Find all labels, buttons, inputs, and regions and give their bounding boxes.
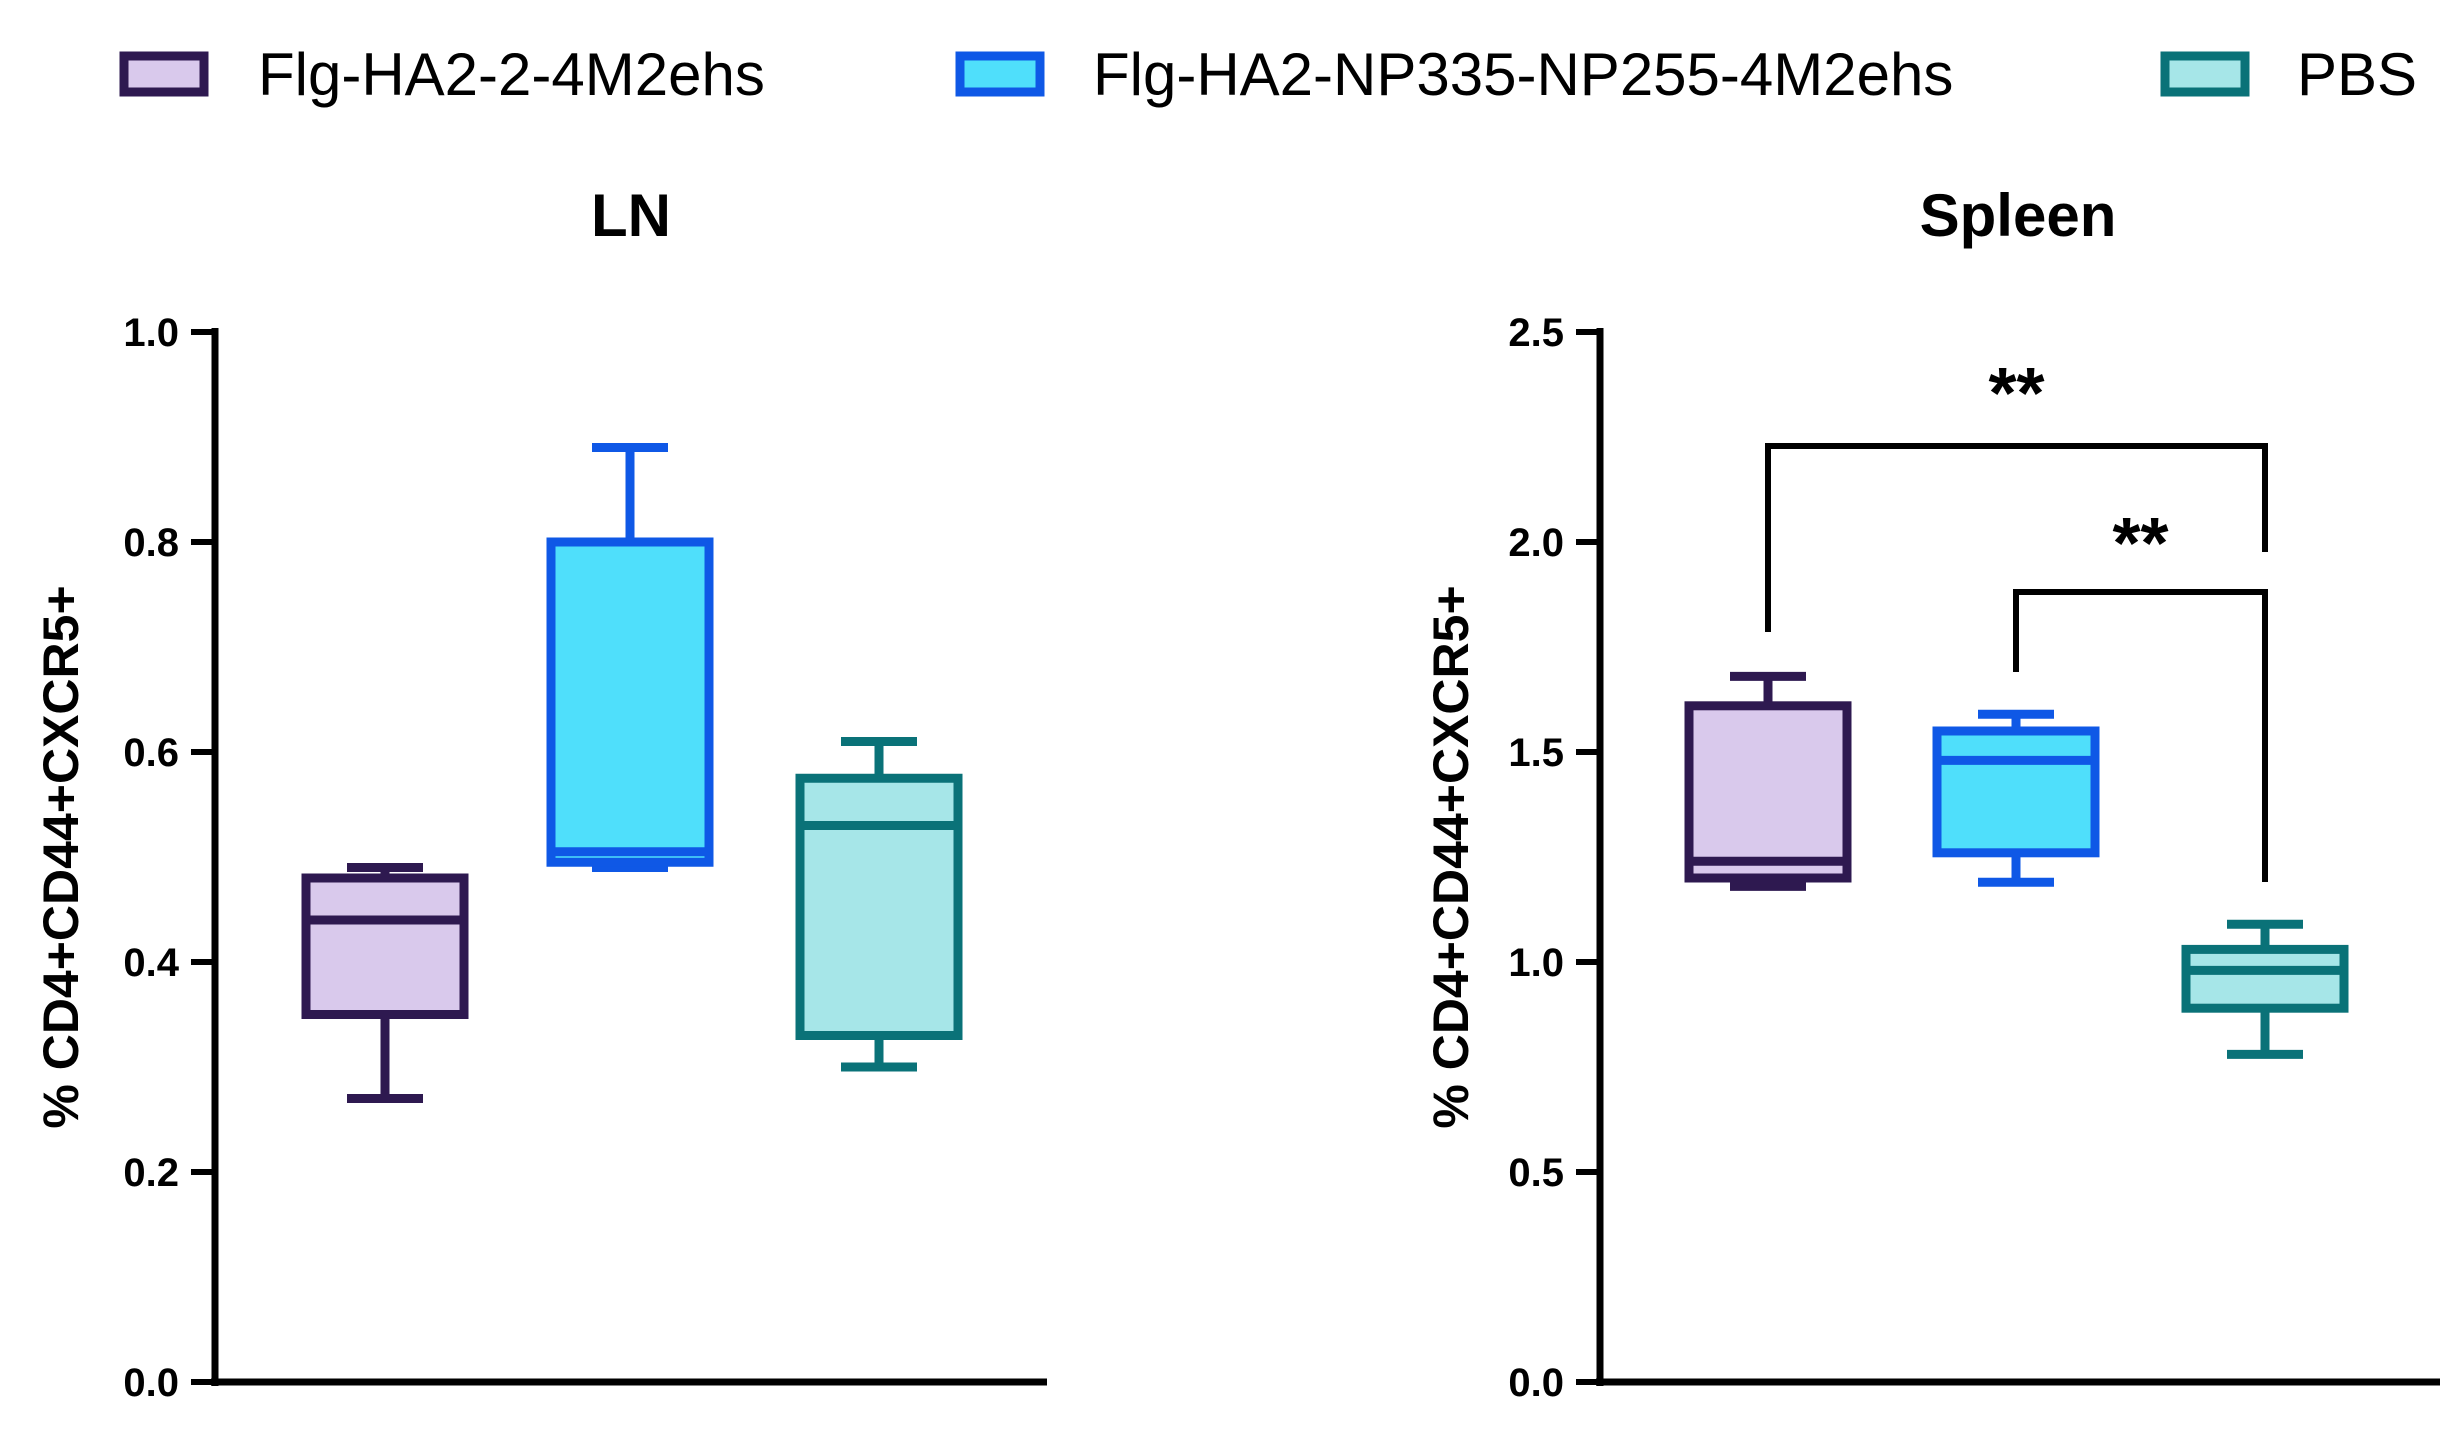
box-2	[2181, 919, 2349, 1059]
box-0	[1684, 671, 1852, 891]
significance-bracket-0: **	[1765, 354, 2268, 632]
bracket-line	[1765, 443, 2268, 632]
ln-panel: LN % CD4+CD44+CXCR5+ 0.0 0.2 0.4 0.6 0.8 1.0	[33, 182, 1047, 1405]
y-tick-label: 0.0	[123, 1361, 179, 1405]
y-tick-label: 0.6	[123, 731, 179, 775]
y-tick-label: 1.5	[1508, 731, 1564, 775]
significance-label: **	[2112, 504, 2168, 584]
bracket-line	[2013, 589, 2268, 882]
y-tick-label: 0.4	[123, 941, 179, 985]
legend: Flg-HA2-2-4M2ehs Flg-HA2-NP335-NP255-4M2e…	[119, 41, 2417, 108]
box-1	[1932, 709, 2100, 887]
iqr-box	[2181, 944, 2349, 1013]
box-1	[546, 443, 714, 872]
iqr-box	[301, 873, 469, 1019]
panel-title: Spleen	[1920, 182, 2117, 249]
significance-label: **	[1988, 354, 2044, 434]
legend-swatch-2	[2160, 51, 2250, 97]
y-tick-label: 0.8	[123, 521, 179, 565]
y-tick-label: 0.5	[1508, 1151, 1564, 1195]
y-tick-label: 2.5	[1508, 311, 1564, 355]
y-axis-label: % CD4+CD44+CXCR5+	[33, 585, 89, 1128]
panel-title: LN	[591, 182, 671, 249]
y-axis-label: % CD4+CD44+CXCR5+	[1423, 585, 1479, 1128]
y-tick-label: 0.2	[123, 1151, 179, 1195]
legend-swatch-0	[119, 51, 209, 97]
legend-label-0: Flg-HA2-2-4M2ehs	[258, 41, 765, 108]
legend-label-1: Flg-HA2-NP335-NP255-4M2ehs	[1093, 41, 1953, 108]
iqr-box	[795, 773, 963, 1040]
box-0	[301, 863, 469, 1103]
legend-label-2: PBS	[2297, 41, 2417, 108]
legend-swatch-1	[955, 51, 1045, 97]
spleen-panel: Spleen % CD4+CD44+CXCR5+ 0.0 0.5 1.0 1.5 2.0 2.…	[1423, 182, 2440, 1405]
significance-bracket-1: **	[2013, 504, 2268, 882]
iqr-box	[546, 537, 714, 867]
iqr-box	[1684, 701, 1852, 883]
iqr-box	[1932, 726, 2100, 858]
box-2	[795, 737, 963, 1072]
y-tick-label: 0.0	[1508, 1361, 1564, 1405]
y-tick-label: 2.0	[1508, 521, 1564, 565]
y-tick-label: 1.0	[123, 311, 179, 355]
y-tick-label: 1.0	[1508, 941, 1564, 985]
